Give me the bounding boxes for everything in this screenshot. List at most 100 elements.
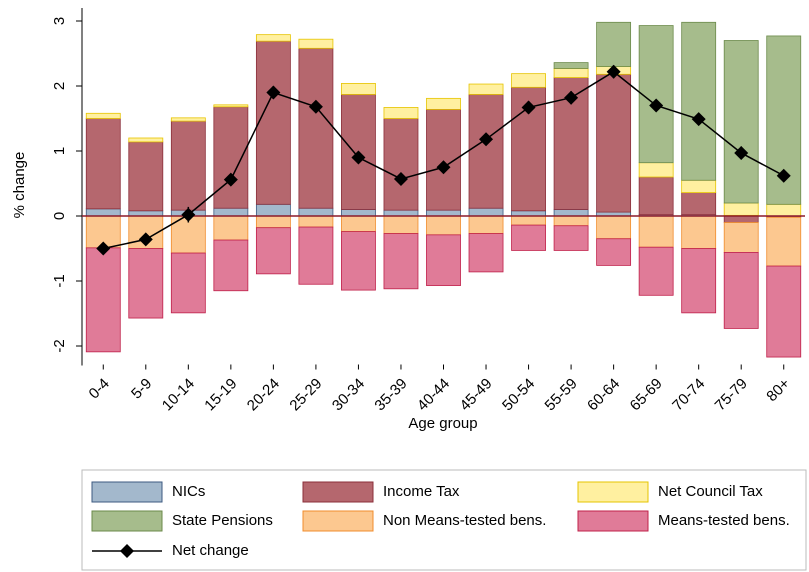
legend-label: Net change bbox=[172, 542, 249, 559]
bar-segment bbox=[723, 202, 759, 216]
bar-segment bbox=[128, 210, 164, 217]
bar-segment bbox=[766, 203, 802, 217]
bar-segment bbox=[383, 215, 419, 234]
x-tick-label: 75-79 bbox=[712, 375, 751, 414]
legend-label: State Pensions bbox=[172, 512, 273, 529]
x-tick-label: 10-14 bbox=[159, 375, 198, 414]
bar-segment bbox=[681, 179, 717, 193]
bar-segment bbox=[596, 238, 632, 266]
x-tick-label: 30-34 bbox=[329, 375, 368, 414]
bar-segment bbox=[596, 73, 632, 213]
bar-segment bbox=[341, 215, 376, 233]
bar-segment bbox=[255, 34, 291, 42]
net-change-marker bbox=[521, 100, 536, 115]
bar-segment bbox=[85, 208, 121, 217]
y-axis-label: % change bbox=[11, 152, 28, 219]
bar-segment bbox=[341, 231, 376, 291]
bar-segment bbox=[85, 118, 121, 210]
bar-segment bbox=[298, 207, 334, 217]
bar-segment bbox=[128, 141, 164, 212]
bar-segment bbox=[128, 137, 164, 143]
net-change-marker bbox=[266, 85, 281, 100]
legend-label: Net Council Tax bbox=[658, 483, 763, 500]
bar-segment bbox=[468, 207, 504, 217]
bar-segment bbox=[638, 162, 674, 178]
x-tick-label: 5-9 bbox=[128, 375, 155, 402]
net-change-marker bbox=[181, 207, 196, 222]
bar-segment bbox=[681, 21, 717, 181]
net-change-marker bbox=[479, 132, 494, 147]
bar-segment bbox=[426, 209, 461, 217]
bar-segment bbox=[638, 176, 674, 216]
x-tick-label: 0-4 bbox=[86, 375, 113, 402]
bar-segment bbox=[638, 215, 674, 248]
bar-segment bbox=[468, 94, 504, 209]
bar-segment bbox=[341, 209, 376, 217]
bar-segment bbox=[511, 215, 546, 226]
bar-segment bbox=[681, 215, 717, 249]
bar-segment bbox=[723, 251, 759, 329]
bar-segment bbox=[85, 112, 121, 119]
net-change-marker bbox=[393, 171, 408, 186]
legend-label: Income Tax bbox=[383, 483, 460, 500]
net-change-marker bbox=[96, 241, 111, 256]
bar-segment bbox=[341, 83, 376, 95]
bar-segment bbox=[596, 215, 632, 240]
bar-segment bbox=[426, 234, 461, 286]
bar-segment bbox=[468, 83, 504, 95]
y-tick-label: 2 bbox=[51, 82, 68, 90]
x-tick-label: 70-74 bbox=[669, 375, 708, 414]
x-tick-label: 55-59 bbox=[542, 375, 581, 414]
legend-label: NICs bbox=[172, 483, 205, 500]
x-tick-label: 80+ bbox=[763, 375, 793, 405]
y-tick-label: 1 bbox=[51, 147, 68, 155]
net-change-marker bbox=[691, 112, 706, 127]
bar-segment bbox=[85, 247, 121, 353]
bar-segment bbox=[511, 73, 546, 88]
net-change-marker bbox=[734, 145, 749, 160]
bar-segment bbox=[383, 209, 419, 217]
bar-segment bbox=[170, 117, 206, 122]
bar-segment bbox=[681, 248, 717, 314]
legend-label: Means-tested bens. bbox=[658, 512, 790, 529]
bar-segment bbox=[426, 97, 461, 110]
bar-segment bbox=[298, 226, 334, 285]
legend-swatch bbox=[91, 510, 163, 532]
x-tick-label: 65-69 bbox=[627, 375, 666, 414]
bar-segment bbox=[553, 62, 589, 69]
bar-segment bbox=[170, 120, 206, 211]
net-change-marker bbox=[649, 98, 664, 113]
y-tick-label: 3 bbox=[51, 17, 68, 25]
bar-segment bbox=[511, 224, 546, 251]
legend-marker bbox=[120, 544, 134, 558]
x-tick-label: 15-19 bbox=[201, 375, 240, 414]
bar-segment bbox=[723, 222, 759, 253]
bar-segment bbox=[766, 265, 802, 358]
bar-segment bbox=[255, 227, 291, 275]
bar-segment bbox=[383, 107, 419, 119]
bar-segment bbox=[213, 207, 249, 217]
bar-segment bbox=[553, 215, 589, 227]
x-tick-label: 20-24 bbox=[244, 375, 283, 414]
bar-segment bbox=[213, 239, 249, 292]
bar-segment bbox=[213, 104, 249, 108]
legend-swatch bbox=[91, 481, 163, 503]
bar-segment bbox=[255, 203, 291, 217]
bar-segment bbox=[681, 192, 717, 216]
bar-segment bbox=[426, 215, 461, 236]
bar-segment bbox=[468, 233, 504, 273]
net-change-marker bbox=[776, 168, 791, 183]
legend-swatch bbox=[577, 510, 649, 532]
x-tick-label: 40-44 bbox=[414, 375, 453, 414]
bar-segment bbox=[723, 40, 759, 204]
legend-box bbox=[81, 469, 807, 571]
bar-segment bbox=[298, 38, 334, 49]
y-tick-label: -1 bbox=[51, 274, 68, 287]
legend-swatch bbox=[577, 481, 649, 503]
bar-segment bbox=[638, 25, 674, 164]
bar-segment bbox=[553, 225, 589, 251]
net-change-marker bbox=[606, 64, 621, 79]
bar-segment bbox=[596, 21, 632, 67]
